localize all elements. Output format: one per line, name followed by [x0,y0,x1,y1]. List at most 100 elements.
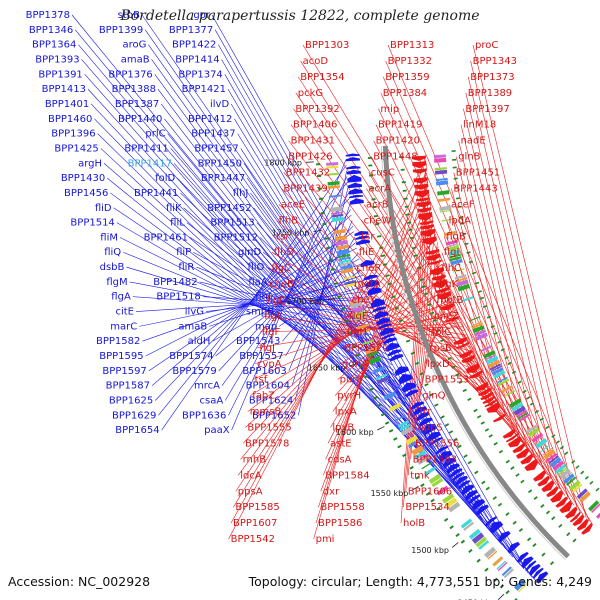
gene-label-BPP1443[interactable]: BPP1443 [453,183,497,194]
gene-label-flgA[interactable]: flgA [111,292,131,303]
gene-label-BPP1585[interactable]: BPP1585 [235,502,279,513]
gene-label-gor[interactable]: gor [193,10,210,21]
gene-label-BPP1384[interactable]: BPP1384 [383,88,427,99]
gene-label-BPP1417[interactable]: BPP1417 [128,158,172,169]
gene-label-BPP1556[interactable]: BPP1556 [415,438,459,449]
gene-label-flaA[interactable]: flaA [248,277,267,288]
gene-label-BPP1587[interactable]: BPP1587 [106,381,150,392]
gene-label-acrB[interactable]: acrB [366,199,389,210]
gene-label-csaA[interactable]: csaA [200,396,224,407]
gene-label-BPP1558[interactable]: BPP1558 [320,502,364,513]
gene-label-BPP1359[interactable]: BPP1359 [385,72,429,83]
gene-label-folD[interactable]: folD [155,173,175,184]
gene-label-smpB[interactable]: smpB [246,307,274,318]
gene-label-tsr[interactable]: tsr [276,231,290,242]
gene-label-flgE[interactable]: flgE [349,311,368,322]
gene-label-BPP1393[interactable]: BPP1393 [35,54,79,65]
gene-label-BPP1346[interactable]: BPP1346 [29,25,73,36]
gene-label-BPP1582[interactable]: BPP1582 [96,336,140,347]
gene-label-BPP1414[interactable]: BPP1414 [175,54,219,65]
gene-label-folC[interactable]: folC [432,327,451,338]
gene-label-BPP1376[interactable]: BPP1376 [108,69,152,80]
gene-label-flgC[interactable]: flgC [271,263,291,274]
gene-label-rpsB[interactable]: rpsB [429,343,452,354]
gene-label-cheR[interactable]: cheR [356,263,381,274]
gene-label-BPP1514[interactable]: BPP1514 [70,218,114,229]
gene-label-BPP1440[interactable]: BPP1440 [118,114,162,125]
gene-label-BPP1421[interactable]: BPP1421 [182,84,226,95]
gene-label-flgB[interactable]: flgB [446,231,466,242]
gene-label-BPP1431[interactable]: BPP1431 [291,136,335,147]
gene-label-BPP1343[interactable]: BPP1343 [473,56,517,67]
gene-label-fliR[interactable]: fliR [178,262,194,273]
gene-label-motA[interactable]: motA [354,279,381,290]
gene-label-prlC[interactable]: prlC [145,129,165,140]
gene-label-BPP1586[interactable]: BPP1586 [318,518,362,529]
gene-label-aldH[interactable]: aldH [188,336,211,347]
gene-label-BPP1520[interactable]: BPP1520 [344,343,388,354]
gene-label-mmsB[interactable]: mmsB [250,407,282,418]
gene-label-BPP1406[interactable]: BPP1406 [293,120,337,131]
gene-label-BPP1636[interactable]: BPP1636 [182,410,226,421]
gene-label-BPP1513[interactable]: BPP1513 [210,218,254,229]
gene-label-paaX[interactable]: paaX [204,425,230,436]
gene-label-BPP1583[interactable]: BPP1583 [413,454,457,465]
gene-label-BPP1373[interactable]: BPP1373 [470,72,514,83]
gene-label-flhI[interactable]: flhI [255,292,271,303]
gene-label-lpxD[interactable]: lpxD [427,359,450,370]
gene-label-mip[interactable]: mip [380,104,399,115]
gene-label-mrcA[interactable]: mrcA [194,381,220,392]
gene-label-flgL[interactable]: flgL [264,311,283,322]
gene-label-nadE[interactable]: nadE [461,136,486,147]
gene-label-BPP1584[interactable]: BPP1584 [325,470,369,481]
gene-label-BPP1364[interactable]: BPP1364 [32,40,76,51]
gene-label-fliM[interactable]: fliM [100,232,118,243]
gene-label-BPP1432[interactable]: BPP1432 [286,168,330,179]
gene-label-BPP1595[interactable]: BPP1595 [99,351,143,362]
gene-label-citE[interactable]: citE [115,307,134,318]
gene-label-flgH[interactable]: flgH [347,327,367,338]
gene-label-cheW[interactable]: cheW [364,215,392,226]
gene-label-ilvD[interactable]: ilvD [210,99,229,110]
gene-label-glnB[interactable]: glnB [458,152,480,163]
gene-label-argH[interactable]: argH [78,158,102,169]
gene-label-BPP1542[interactable]: BPP1542 [231,534,275,545]
gene-label-cheY[interactable]: cheY [352,295,377,306]
gene-label-fliP[interactable]: fliP [176,247,191,258]
gene-label-BPP1430[interactable]: BPP1430 [61,173,105,184]
gene-label-BPP1456[interactable]: BPP1456 [64,188,108,199]
gene-label-BPP1391[interactable]: BPP1391 [38,69,82,80]
gene-label-BPP1448[interactable]: BPP1448 [373,152,417,163]
gene-label-aceF[interactable]: aceF [451,199,475,210]
gene-label-acrA[interactable]: acrA [368,183,391,194]
gene-label-stbB[interactable]: stbB [118,10,140,21]
gene-label-BPP1354[interactable]: BPP1354 [300,72,344,83]
gene-label-flgK[interactable]: flgK [439,279,459,290]
gene-label-BPP1411[interactable]: BPP1411 [124,143,168,154]
gene-label-fliE[interactable]: fliE [359,247,374,258]
gene-label-holB[interactable]: holB [403,518,425,529]
gene-label-BPP1603[interactable]: BPP1603 [242,366,286,377]
gene-label-glnD[interactable]: glnD [238,247,261,258]
gene-label-BPP1555[interactable]: BPP1555 [247,423,291,434]
gene-label-gdhA[interactable]: gdhA [342,359,368,370]
gene-label-BPP1534[interactable]: BPP1534 [405,502,449,513]
gene-label-flgM[interactable]: flgM [106,277,127,288]
gene-label-BPP1441[interactable]: BPP1441 [134,188,178,199]
gene-label-BPP1625[interactable]: BPP1625 [109,396,153,407]
gene-label-tsr[interactable]: tsr [361,231,375,242]
gene-label-BPP1578[interactable]: BPP1578 [245,438,289,449]
gene-label-BPP1425[interactable]: BPP1425 [54,143,98,154]
gene-label-BPP1543[interactable]: BPP1543 [236,336,280,347]
gene-label-BPP1377[interactable]: BPP1377 [169,25,213,36]
gene-label-lpdA[interactable]: lpdA [449,215,471,226]
gene-label-proC[interactable]: proC [475,40,498,51]
gene-label-dxr[interactable]: dxr [323,486,340,497]
gene-label-linM18[interactable]: linM18 [463,120,496,131]
gene-label-BPP1461[interactable]: BPP1461 [144,232,188,243]
gene-label-BPP1392[interactable]: BPP1392 [295,104,339,115]
gene-label-fliD[interactable]: fliD [95,203,112,214]
gene-label-amaB[interactable]: amaB [121,54,150,65]
gene-label-BPP1652[interactable]: BPP1652 [252,410,296,421]
gene-label-BPP1624[interactable]: BPP1624 [249,396,293,407]
